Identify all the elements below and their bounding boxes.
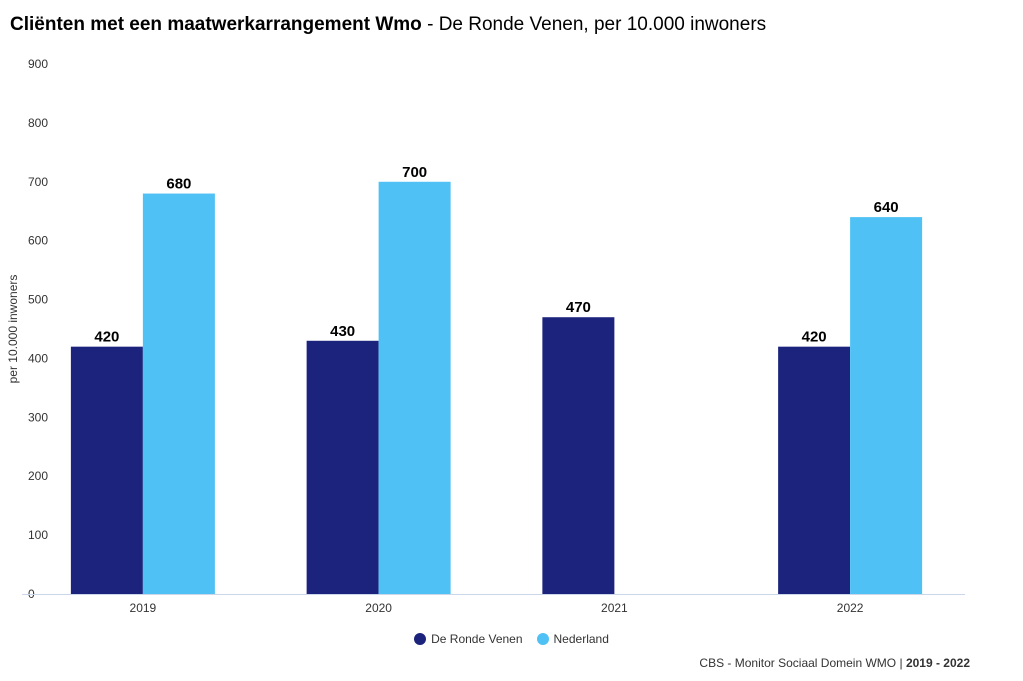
data-label: 420 — [802, 329, 827, 346]
legend-label-de-ronde-venen: De Ronde Venen — [431, 632, 523, 646]
bar-de-ronde-venen-2019 — [70, 346, 143, 594]
data-label: 680 — [166, 176, 191, 193]
legend-label-nederland: Nederland — [553, 632, 609, 646]
x-tick-label: 2020 — [365, 601, 392, 615]
data-label: 700 — [402, 164, 427, 181]
data-label: 430 — [330, 323, 355, 340]
y-tick-label: 700 — [28, 175, 48, 189]
y-tick-label: 500 — [28, 293, 48, 307]
x-tick-label: 2021 — [601, 601, 628, 615]
y-tick-label: 800 — [28, 116, 48, 130]
bar-nederland-2022 — [850, 217, 923, 594]
legend: De Ronde Venen Nederland — [0, 632, 1023, 646]
y-tick-label: 600 — [28, 234, 48, 248]
legend-marker-nederland — [536, 633, 549, 645]
bar-de-ronde-venen-2020 — [306, 340, 379, 594]
data-label: 470 — [566, 299, 591, 316]
y-tick-label: 100 — [28, 528, 48, 542]
y-tick-label: 400 — [28, 351, 48, 365]
chart-title-subtitle: De Ronde Venen, per 10.000 inwoners — [438, 14, 767, 35]
data-label: 640 — [874, 199, 899, 216]
legend-item-de-ronde-venen[interactable]: De Ronde Venen — [414, 632, 523, 646]
chart-title-main: Cliënten met een maatwerkarrangement Wmo — [10, 14, 422, 35]
bar-nederland-2020 — [378, 181, 451, 594]
bar-de-ronde-venen-2021 — [542, 317, 615, 594]
source-period: 2019 - 2022 — [905, 656, 970, 670]
source-credit: CBS - Monitor Sociaal Domein WMO | 2019 … — [699, 656, 970, 670]
x-tick-label: 2019 — [130, 601, 157, 615]
data-label: 420 — [94, 329, 119, 346]
y-axis-title: per 10.000 inwoners — [6, 275, 20, 384]
chart-title: Cliënten met een maatwerkarrangement Wmo… — [10, 14, 766, 36]
y-tick-label: 900 — [28, 57, 48, 71]
chart-title-separator: - — [421, 14, 439, 35]
y-tick-label: 200 — [28, 469, 48, 483]
x-tick-label: 2022 — [837, 601, 864, 615]
y-tick-label: 300 — [28, 410, 48, 424]
bar-de-ronde-venen-2022 — [778, 346, 851, 594]
source-text: CBS - Monitor Sociaal Domein WMO | — [699, 656, 906, 670]
legend-marker-de-ronde-venen — [414, 633, 427, 645]
bar-nederland-2019 — [142, 193, 215, 595]
legend-item-nederland[interactable]: Nederland — [536, 632, 609, 646]
